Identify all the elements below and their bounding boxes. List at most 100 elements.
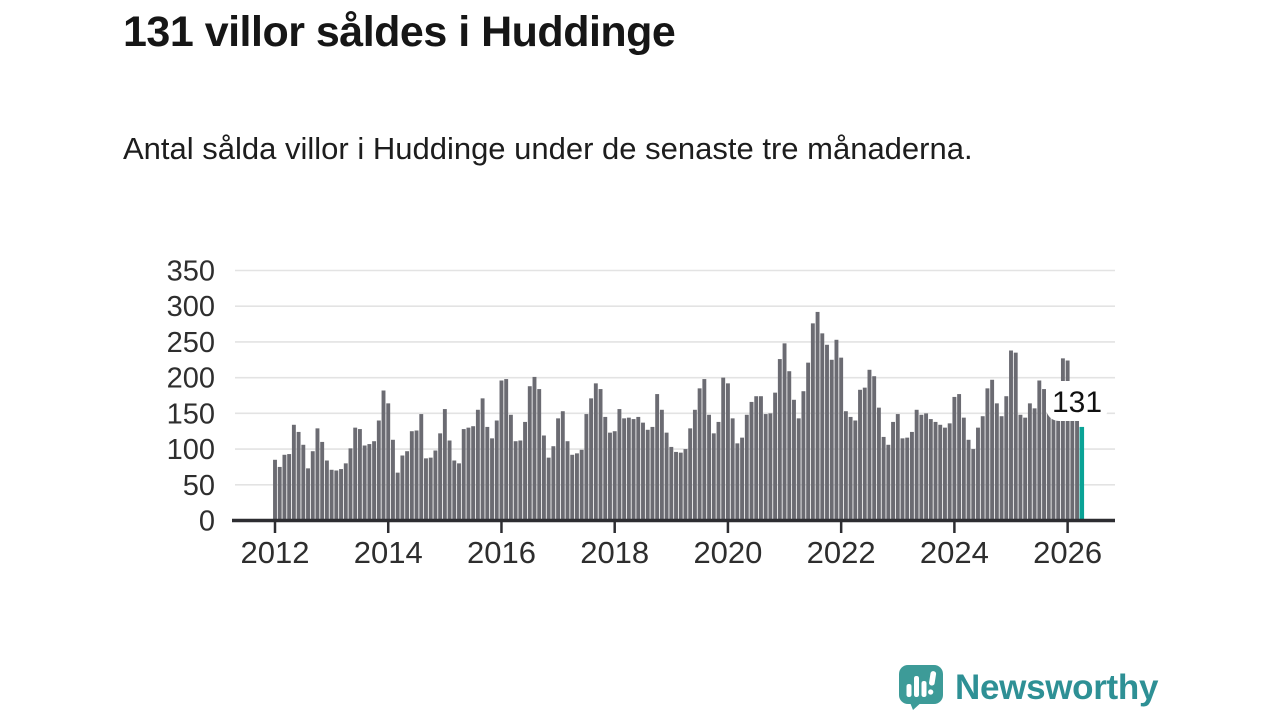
bar (636, 416, 641, 521)
bar (876, 407, 881, 521)
bar (740, 437, 745, 521)
bar (1009, 350, 1013, 521)
bar (928, 419, 933, 521)
bar (749, 401, 754, 521)
newsworthy-logo: Newsworthy (897, 664, 1158, 711)
bar (287, 454, 292, 521)
bar (754, 396, 759, 521)
bar (419, 414, 424, 521)
bar (1013, 352, 1018, 521)
bar (924, 413, 929, 521)
bar (480, 398, 485, 521)
bar (650, 426, 655, 521)
bar (612, 431, 617, 521)
bar (560, 411, 565, 521)
bar (608, 432, 612, 521)
bar (815, 311, 820, 521)
x-axis-tick-label: 2024 (920, 535, 989, 570)
bar (589, 398, 594, 521)
chart-subtitle: Antal sålda villor i Huddinge under de s… (123, 131, 973, 166)
bar (433, 450, 438, 521)
bar (301, 444, 306, 521)
bar (763, 414, 768, 521)
bar (938, 424, 943, 521)
bar (697, 388, 702, 521)
bar (428, 457, 433, 521)
bar (895, 414, 900, 521)
bar (324, 460, 329, 521)
bar (475, 409, 480, 521)
bar (914, 409, 919, 521)
bar (603, 416, 608, 521)
bar (414, 430, 419, 521)
bar (759, 396, 763, 521)
x-axis-tick-label: 2016 (467, 535, 536, 570)
bar (504, 379, 509, 521)
bar (494, 420, 499, 521)
bar (391, 439, 395, 521)
bar (943, 427, 947, 521)
bar (773, 392, 778, 521)
bar (891, 421, 896, 521)
bar (792, 399, 796, 521)
bar (810, 323, 815, 521)
bar (909, 431, 914, 521)
bar (291, 424, 296, 521)
bar (1042, 389, 1046, 521)
bar (905, 437, 910, 521)
bar (490, 438, 494, 521)
bar (872, 376, 877, 521)
bar (961, 417, 966, 521)
bar (843, 411, 848, 521)
bar (886, 444, 891, 521)
bar (735, 443, 740, 521)
bar (315, 428, 320, 521)
bar (466, 427, 471, 521)
bar (881, 436, 886, 521)
bar (409, 431, 414, 521)
newsworthy-logo-icon (899, 665, 943, 710)
bar (579, 449, 584, 521)
bar (386, 403, 391, 521)
bar (372, 441, 377, 521)
bar (1037, 380, 1042, 521)
bar (1018, 414, 1023, 521)
x-axis-tick-label: 2012 (241, 535, 310, 570)
bar (485, 426, 490, 521)
bar (730, 418, 735, 521)
bar (947, 423, 952, 521)
bar (551, 446, 556, 521)
bar (424, 458, 428, 521)
bar (806, 362, 811, 521)
bar (645, 429, 650, 521)
bar (339, 469, 344, 521)
bar (320, 441, 325, 521)
bar (362, 445, 367, 521)
bar (669, 446, 674, 521)
bar (273, 459, 277, 521)
x-axis-tick-label: 2020 (693, 535, 762, 570)
page-title: 131 villor såldes i Huddinge (123, 8, 676, 56)
bar (306, 468, 310, 521)
bar (499, 380, 504, 521)
bar (702, 379, 707, 521)
bar (1023, 417, 1028, 521)
bar (523, 421, 528, 521)
bar (659, 409, 664, 521)
bar (990, 379, 995, 521)
bar (357, 429, 362, 521)
y-axis-tick-label: 200 (167, 363, 215, 395)
bar (796, 418, 801, 521)
bar (862, 387, 867, 521)
y-axis-tick-label: 50 (183, 470, 215, 502)
bar (447, 440, 452, 521)
bar (334, 470, 339, 521)
bar (598, 389, 603, 521)
bar (674, 451, 678, 521)
bar (631, 419, 636, 521)
bar (768, 413, 773, 521)
bar (282, 454, 287, 521)
bar (664, 432, 669, 521)
bar (546, 457, 551, 521)
bar (1065, 360, 1070, 521)
